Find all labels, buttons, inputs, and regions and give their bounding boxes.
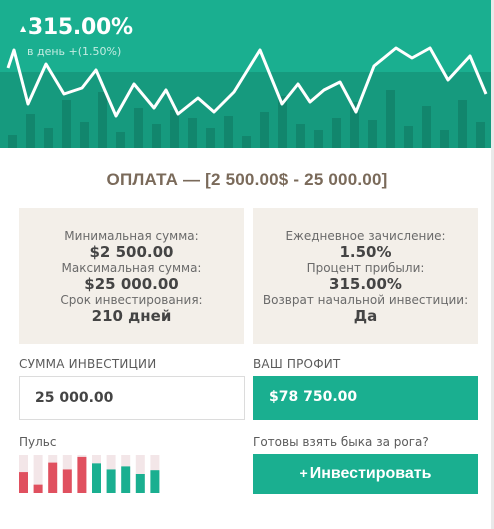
pulse-bar	[77, 456, 87, 493]
hero-bar	[170, 110, 179, 148]
min-amount-value: $2 500.00	[89, 243, 174, 261]
pulse-bar	[33, 484, 43, 493]
hero-bar	[368, 120, 377, 148]
hero-bar	[188, 118, 197, 148]
plan-returns-card: Ежедневное зачисление: 1.50% Процент при…	[253, 208, 478, 344]
pulse-label: Пульс	[19, 435, 57, 449]
hero-bar	[476, 122, 485, 148]
plan-title: ОПЛАТА — [2 500.00$ - 25 000.00]	[106, 170, 388, 189]
hero-bar	[242, 136, 251, 148]
hero-bar	[206, 128, 215, 148]
invest-button-label: Инвестировать	[309, 465, 432, 482]
hero-bar	[134, 108, 143, 148]
investment-amount-input[interactable]	[19, 376, 245, 420]
profit-percent-label: Процент прибыли:	[306, 261, 425, 275]
hero-bar	[278, 96, 287, 148]
percent-value: 315.00%	[27, 15, 133, 40]
hero-bar	[422, 106, 431, 148]
hero-bar	[44, 128, 53, 148]
triangle-up-icon: ▲	[20, 24, 26, 33]
hero-trend-line	[6, 46, 488, 118]
principal-return-label: Возврат начальной инвестиции:	[262, 293, 469, 307]
pulse-bar-track	[33, 455, 43, 493]
sparkline-chart	[0, 46, 494, 148]
daily-rate-subtitle: в день +(1.50%)	[27, 45, 122, 58]
pulse-bar	[135, 474, 145, 493]
daily-accrual-label: Ежедневное зачисление:	[285, 229, 446, 243]
pulse-indicator	[19, 455, 160, 493]
hero-bar	[26, 114, 35, 148]
term-label: Срок инвестирования:	[60, 293, 203, 307]
your-profit-value: $78 750.00	[253, 376, 478, 420]
hero-bar	[260, 112, 269, 148]
pulse-bar	[121, 466, 131, 493]
hero-bar	[296, 124, 305, 148]
hero-bar	[332, 118, 341, 148]
hero-bar	[152, 124, 161, 148]
invest-button[interactable]: + Инвестировать	[253, 454, 478, 494]
plus-icon: +	[299, 465, 308, 481]
hero-bar	[314, 130, 323, 148]
percent-headline: ▲315.00%	[20, 15, 133, 40]
hero-bar	[98, 92, 107, 148]
plan-limits-card: Минимальная сумма: $2 500.00 Максимальна…	[19, 208, 244, 344]
term-value: 210 дней	[91, 307, 172, 325]
pulse-bar	[92, 463, 101, 493]
hero-bar	[350, 102, 359, 148]
profit-percent-value: 315.00%	[329, 275, 402, 293]
pulse-bar	[106, 469, 116, 493]
your-profit-label: ВАШ ПРОФИТ	[253, 357, 341, 371]
investment-amount-label: СУММА ИНВЕСТИЦИИ	[19, 357, 157, 371]
pulse-bar	[62, 469, 72, 493]
hero-bar	[8, 135, 17, 148]
hero-bar	[62, 100, 71, 148]
max-amount-label: Максимальная сумма:	[61, 261, 202, 275]
hero-bar	[404, 126, 413, 148]
daily-accrual-value: 1.50%	[339, 243, 392, 261]
hero-bar	[224, 116, 233, 148]
scroll-edge	[491, 0, 494, 529]
pulse-bar	[48, 462, 58, 493]
hero-bar	[386, 90, 395, 148]
min-amount-label: Минимальная сумма:	[64, 229, 199, 243]
hero-bar	[116, 132, 125, 148]
max-amount-value: $25 000.00	[84, 275, 179, 293]
hero-bar	[458, 100, 467, 148]
principal-return-value: Да	[353, 307, 378, 325]
pulse-bar	[150, 470, 160, 493]
hero-bar	[440, 130, 449, 148]
hero-chart: ▲315.00% в день +(1.50%)	[0, 0, 494, 148]
pulse-bar	[19, 472, 28, 493]
hero-bar	[80, 122, 89, 148]
cta-question: Готовы взять быка за рога?	[253, 435, 429, 449]
